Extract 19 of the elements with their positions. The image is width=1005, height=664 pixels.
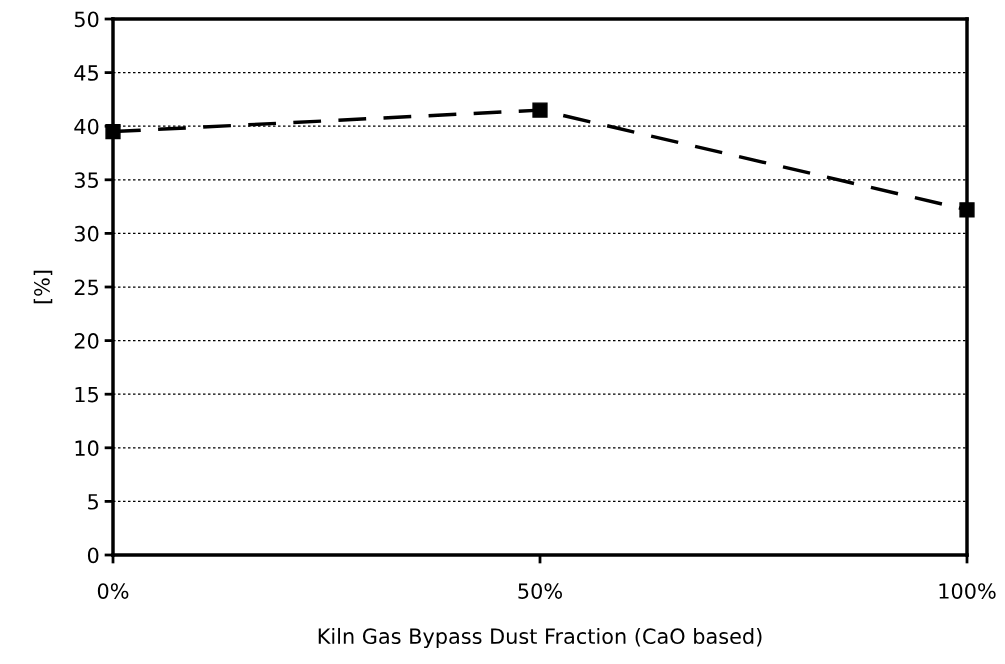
y-tick-label: 40	[74, 118, 99, 135]
y-tick-label: 35	[74, 172, 98, 189]
y-tick-label: 50	[74, 11, 99, 28]
y-tick-label: 20	[74, 333, 99, 349]
x-tick-label: 0%	[97, 583, 129, 599]
y-tick-label: 30	[74, 225, 99, 242]
y-tick-label: 5	[88, 494, 98, 510]
y-tick-label: 45	[74, 65, 98, 81]
x-tick-label: 100%	[939, 583, 996, 599]
x-tick-label: 50%	[518, 583, 562, 599]
point	[105, 123, 121, 140]
y-tick-label: 10	[75, 440, 99, 457]
y-tick-label: 15	[75, 386, 98, 403]
y-axis-title: [%]	[33, 270, 53, 304]
point	[959, 202, 975, 218]
y-tick-label: 0	[87, 547, 99, 564]
point	[532, 102, 548, 118]
y-tick-label: 25	[74, 279, 98, 296]
x-axis-title: Kiln Gas Bypass Dust Fraction (CaO based)	[318, 627, 762, 649]
